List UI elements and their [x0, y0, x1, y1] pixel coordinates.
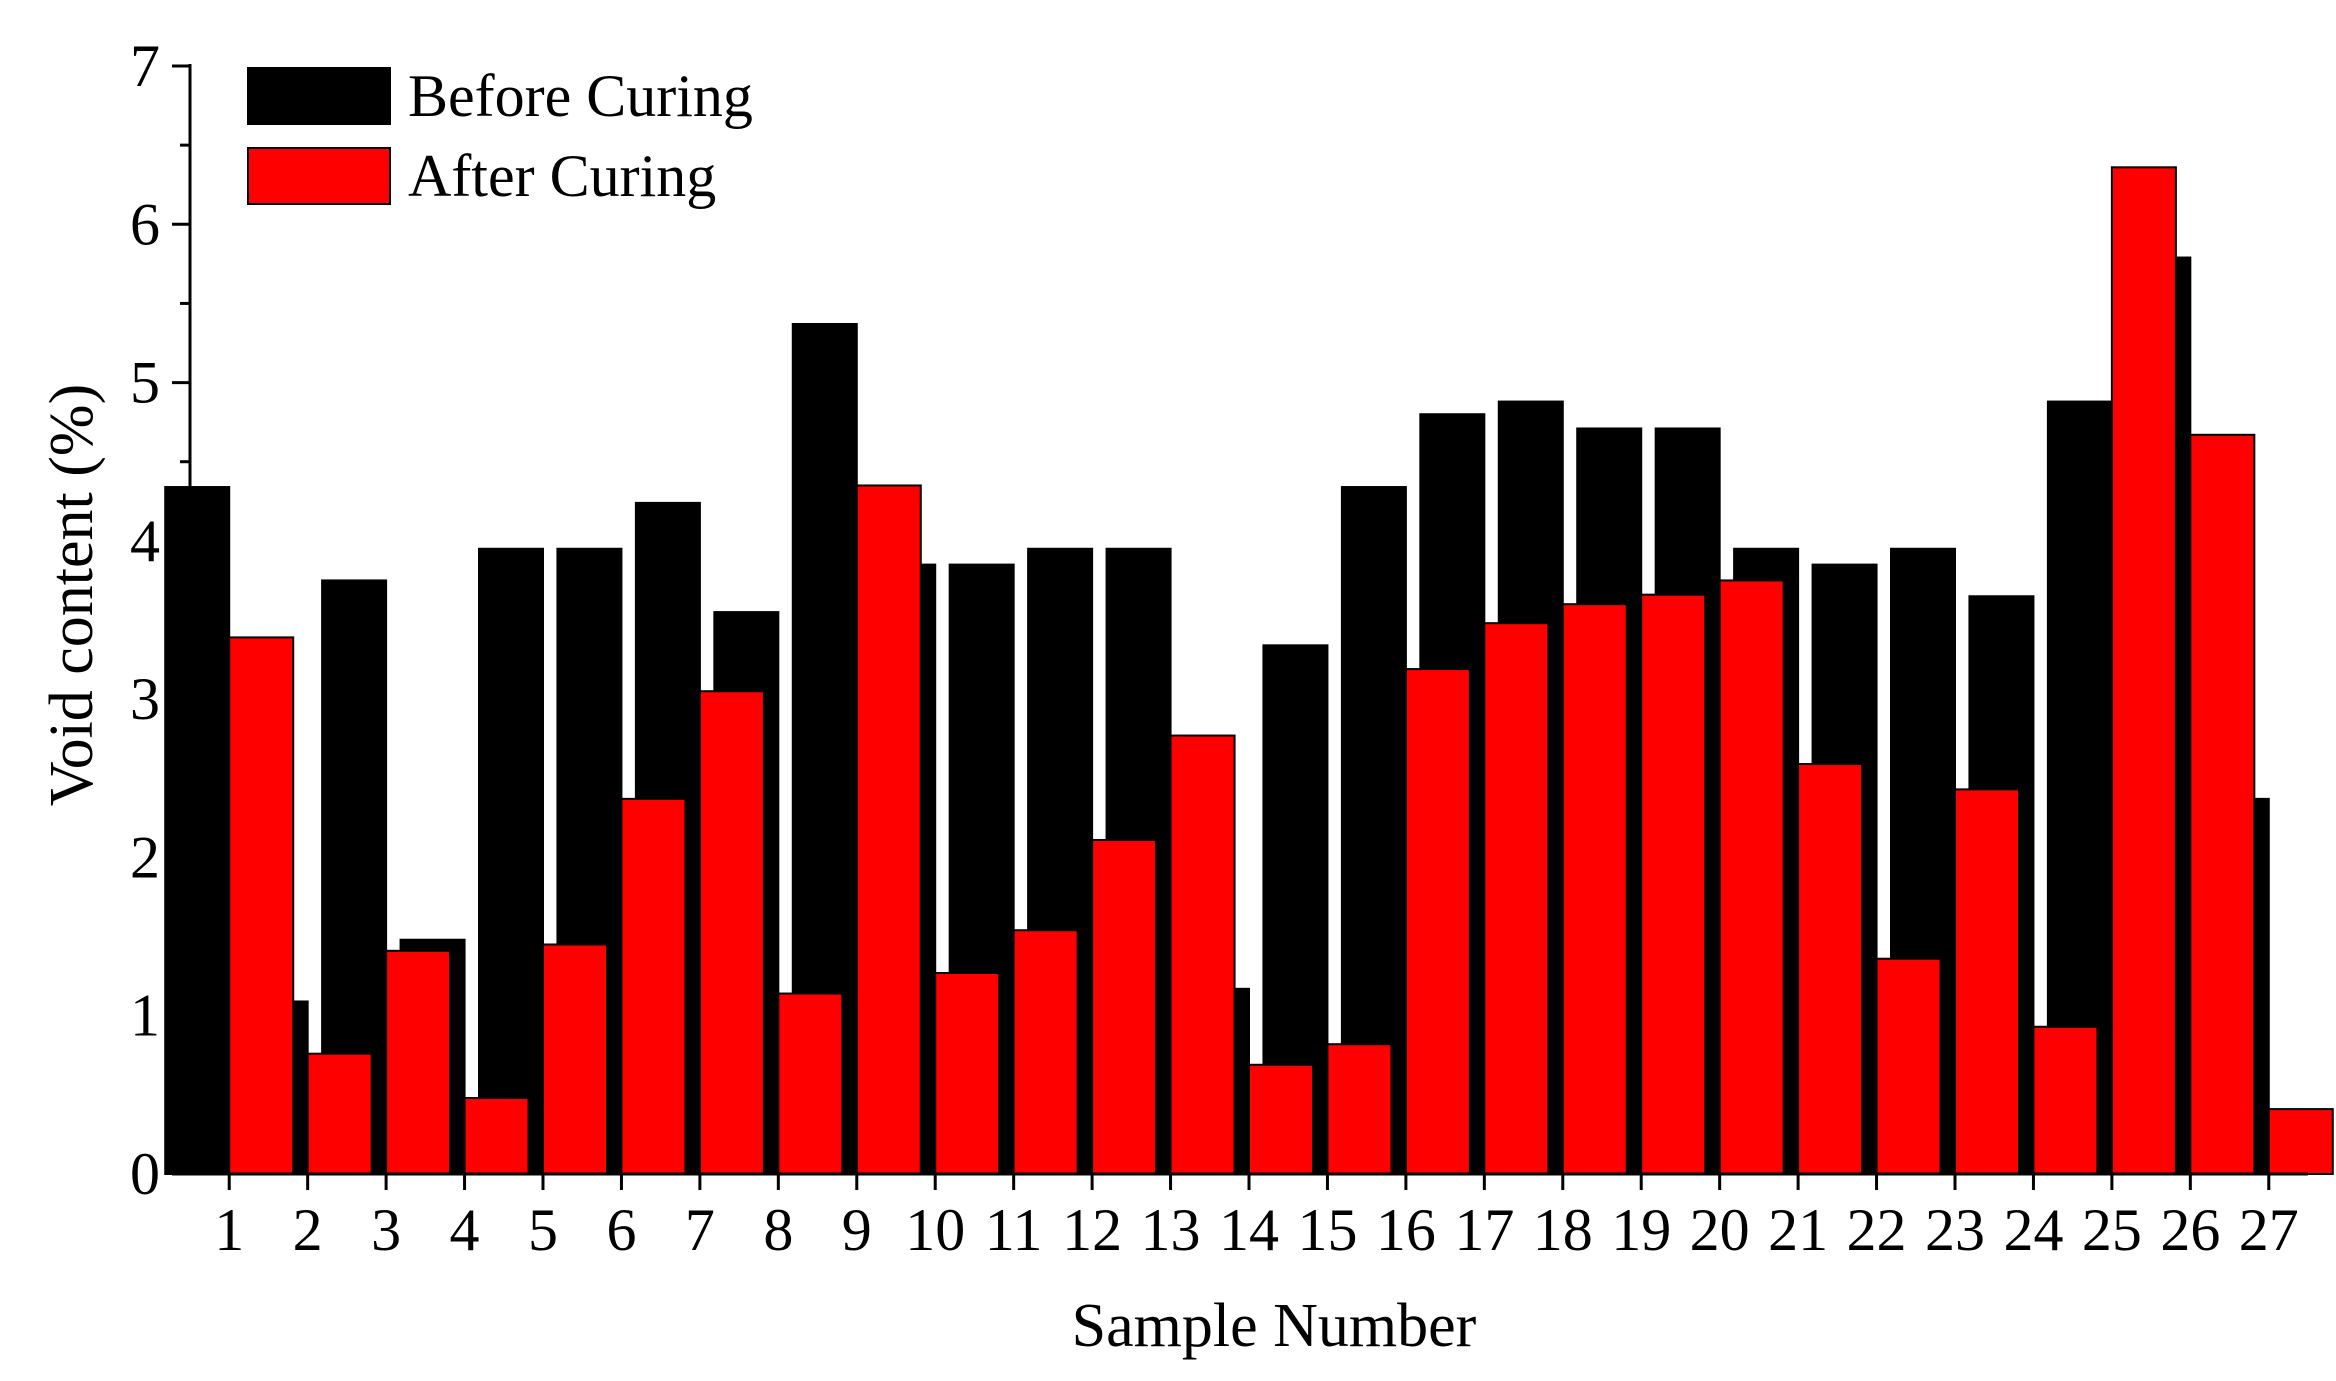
bar-after-sample-19 — [1640, 593, 1707, 1175]
x-tick-label-6: 6 — [606, 1197, 636, 1263]
bar-after-sample-2 — [306, 1052, 373, 1175]
bar-after-sample-24 — [2032, 1025, 2099, 1176]
x-tick-label-8: 8 — [763, 1197, 793, 1263]
bar-after-sample-1 — [228, 636, 295, 1175]
bar-after-sample-10 — [934, 971, 1001, 1175]
bar-after-sample-3 — [385, 949, 452, 1175]
x-tick-label-10: 10 — [905, 1197, 965, 1263]
bar-after-sample-5 — [542, 943, 608, 1175]
x-tick-label-25: 25 — [2082, 1197, 2142, 1263]
y-tick-label-6: 6 — [130, 191, 160, 257]
bar-after-sample-26 — [2189, 433, 2256, 1175]
x-tick-label-7: 7 — [685, 1197, 715, 1263]
y-tick-label-1: 1 — [130, 983, 160, 1049]
x-tick-label-2: 2 — [293, 1197, 323, 1263]
legend-swatch-before-curing — [247, 67, 391, 125]
bar-after-sample-13 — [1169, 734, 1236, 1175]
bar-after-sample-6 — [620, 797, 687, 1175]
bar-after-sample-18 — [1561, 603, 1628, 1175]
bar-after-sample-27 — [2267, 1108, 2334, 1175]
bars-layer — [164, 166, 2334, 1176]
bar-after-sample-12 — [1091, 839, 1158, 1176]
x-tick-label-18: 18 — [1533, 1197, 1593, 1263]
bar-after-sample-17 — [1483, 622, 1550, 1175]
bar-after-sample-20 — [1718, 579, 1785, 1175]
legend-label-before-curing: Before Curing — [408, 63, 753, 129]
bar-after-sample-7 — [698, 690, 765, 1175]
legend: Before Curing After Curing — [247, 63, 753, 209]
x-tick-label-14: 14 — [1219, 1197, 1279, 1263]
x-tick-label-23: 23 — [1925, 1197, 1985, 1263]
x-tick-label-12: 12 — [1062, 1197, 1122, 1263]
bar-after-sample-22 — [1875, 957, 1942, 1175]
y-tick-label-2: 2 — [130, 824, 160, 890]
x-tick-label-11: 11 — [985, 1197, 1043, 1263]
y-tick-label-7: 7 — [130, 33, 160, 99]
bar-after-sample-11 — [1012, 929, 1079, 1175]
x-tick-label-4: 4 — [450, 1197, 480, 1263]
x-tick-label-20: 20 — [1690, 1197, 1750, 1263]
y-tick-label-4: 4 — [130, 508, 160, 574]
bar-after-sample-9 — [855, 484, 922, 1175]
x-tick-label-17: 17 — [1454, 1197, 1514, 1263]
x-tick-label-5: 5 — [528, 1197, 558, 1263]
bar-after-sample-25 — [2110, 166, 2177, 1176]
x-tick-label-1: 1 — [214, 1197, 244, 1263]
bar-after-sample-4 — [463, 1097, 530, 1176]
x-axis-title: Sample Number — [1072, 1292, 1477, 1360]
bar-after-sample-8 — [777, 992, 844, 1175]
x-tick-label-19: 19 — [1611, 1197, 1671, 1263]
bar-before-sample-1 — [164, 486, 231, 1176]
bar-after-sample-15 — [1326, 1043, 1393, 1175]
y-tick-label-3: 3 — [130, 666, 160, 732]
x-tick-label-15: 15 — [1297, 1197, 1357, 1263]
bar-after-sample-16 — [1404, 668, 1471, 1175]
x-tick-label-26: 26 — [2160, 1197, 2220, 1263]
x-tick-label-21: 21 — [1768, 1197, 1828, 1263]
y-axis-title: Void content (%) — [38, 384, 106, 806]
legend-label-after-curing: After Curing — [408, 143, 716, 209]
x-tick-label-3: 3 — [371, 1197, 401, 1263]
x-tick-label-27: 27 — [2239, 1197, 2299, 1263]
y-tick-label-0: 0 — [130, 1141, 160, 1207]
legend-swatch-after-curing — [247, 147, 391, 205]
x-tick-label-13: 13 — [1141, 1197, 1201, 1263]
x-tick-label-9: 9 — [842, 1197, 872, 1263]
x-tick-label-22: 22 — [1847, 1197, 1907, 1263]
x-tick-label-16: 16 — [1376, 1197, 1436, 1263]
y-tick-label-5: 5 — [130, 350, 160, 416]
bar-after-sample-21 — [1797, 763, 1864, 1175]
bar-after-sample-14 — [1248, 1063, 1314, 1176]
bar-after-sample-23 — [1954, 788, 2020, 1175]
bar-before-sample-5 — [478, 547, 544, 1175]
x-tick-label-24: 24 — [2003, 1197, 2063, 1263]
